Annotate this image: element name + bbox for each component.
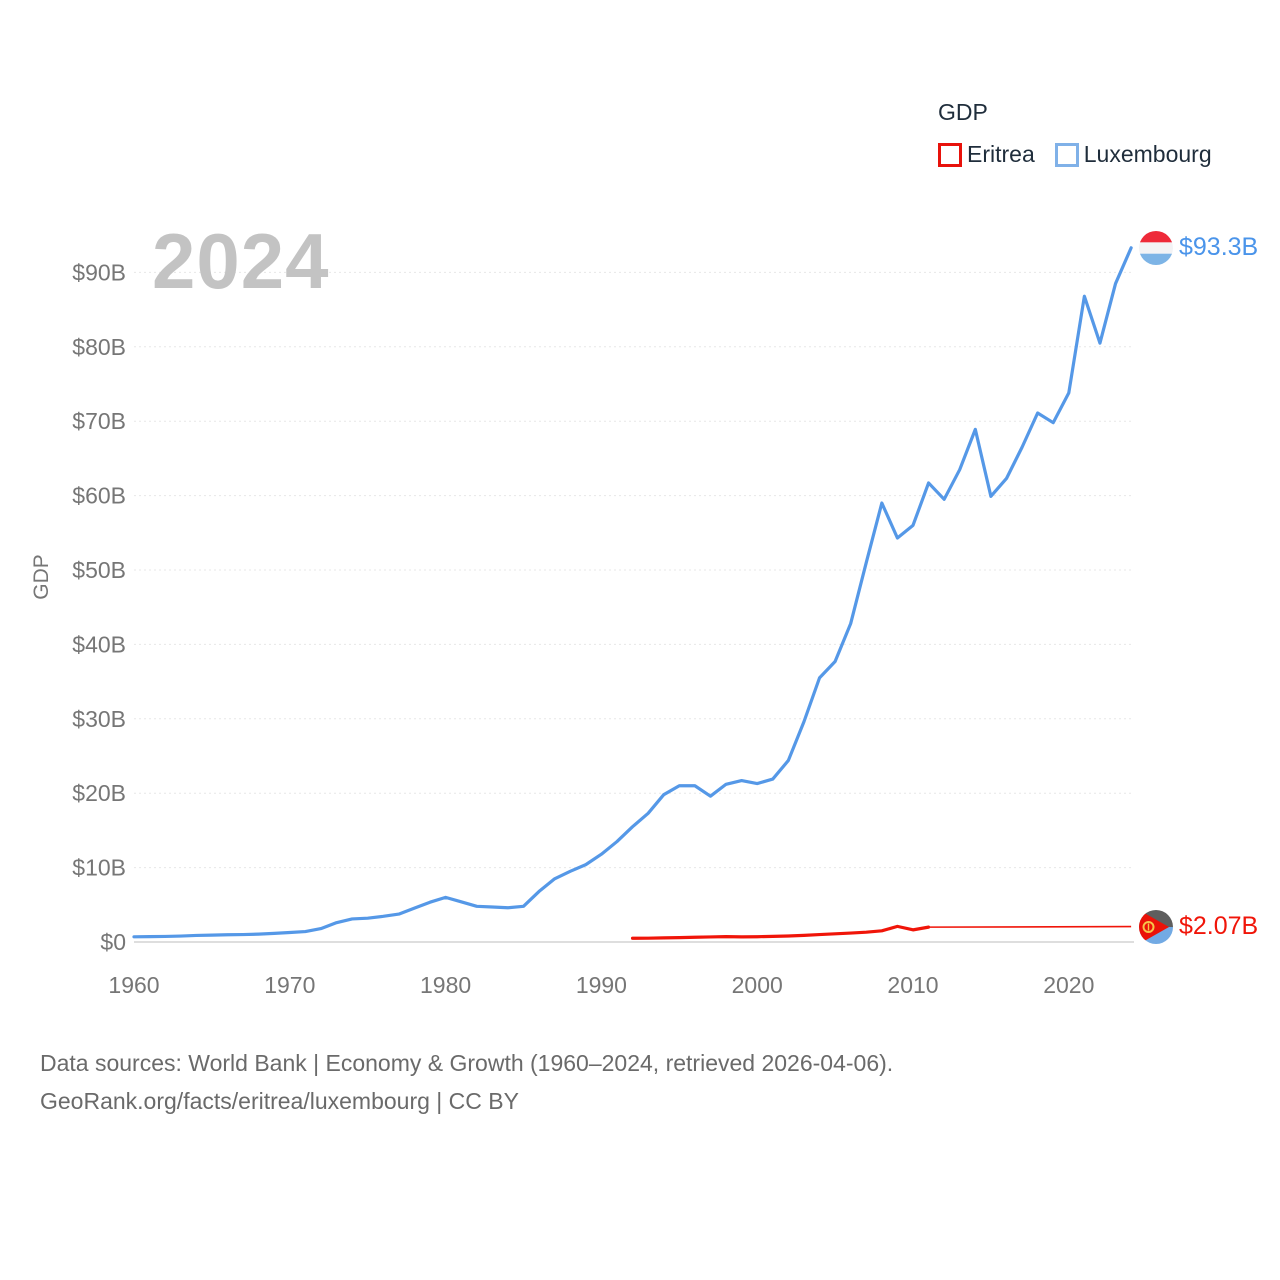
x-tick-label: 1960: [108, 972, 159, 998]
footer: Data sources: World Bank | Economy & Gro…: [40, 1044, 893, 1120]
x-tick-label: 1980: [420, 972, 471, 998]
y-tick-label: $20B: [72, 780, 126, 806]
y-axis-title: GDP: [30, 554, 53, 600]
y-tick-label: $90B: [72, 259, 126, 285]
y-tick-label: $50B: [72, 557, 126, 583]
y-tick-label: $0: [100, 929, 126, 955]
watermark-year: 2024: [152, 217, 330, 305]
y-tick-label: $30B: [72, 706, 126, 732]
luxembourg-flag-icon: [1139, 230, 1173, 265]
y-tick-label: $10B: [72, 855, 126, 881]
x-tick-label: 2010: [887, 972, 938, 998]
luxembourg-end-label[interactable]: $93.3B: [1139, 230, 1259, 265]
legend-item-eritrea[interactable]: Eritrea: [938, 141, 1035, 168]
x-tick-label: 2020: [1043, 972, 1094, 998]
eritrea-line[interactable]: [630, 924, 931, 940]
x-tick-label: 2000: [732, 972, 783, 998]
legend-title: GDP: [938, 99, 988, 125]
footer-attribution-line: GeoRank.org/facts/eritrea/luxembourg | C…: [40, 1088, 519, 1114]
legend-item-luxembourg[interactable]: Luxembourg: [1054, 141, 1212, 168]
eritrea-swatch-icon: [938, 142, 962, 167]
luxembourg-value-label: $93.3B: [1179, 233, 1259, 262]
y-tick-label: $40B: [72, 631, 126, 657]
eritrea-interpolated-line: [928, 925, 1132, 928]
eritrea-flag-icon: [1139, 909, 1173, 944]
x-tick-label: 1990: [576, 972, 627, 998]
legend-label-luxembourg: Luxembourg: [1083, 141, 1212, 167]
legend: GDP Eritrea Luxembourg: [938, 99, 1212, 168]
x-tick-label: 1970: [264, 972, 315, 998]
legend-rows: Eritrea Luxembourg: [938, 141, 1212, 168]
legend-label-eritrea: Eritrea: [967, 141, 1035, 167]
eritrea-end-label[interactable]: $2.07B: [1139, 909, 1259, 944]
y-tick-label: $70B: [72, 408, 126, 434]
luxembourg-swatch-icon: [1054, 142, 1079, 167]
y-tick-label: $80B: [72, 334, 126, 360]
y-tick-label: $60B: [72, 483, 126, 509]
footer-sources-line: Data sources: World Bank | Economy & Gro…: [40, 1050, 894, 1076]
luxembourg-line[interactable]: [132, 246, 1133, 939]
eritrea-value-label: $2.07B: [1179, 912, 1259, 941]
